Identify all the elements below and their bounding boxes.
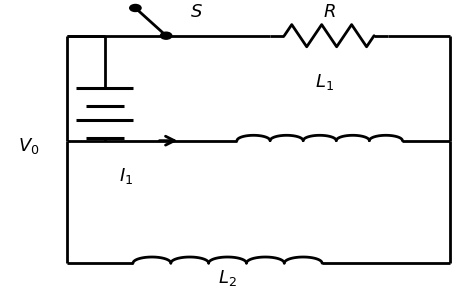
Circle shape — [130, 4, 141, 11]
Text: $I_1$: $I_1$ — [119, 166, 133, 186]
Text: $V_0$: $V_0$ — [18, 137, 40, 156]
Text: $L_2$: $L_2$ — [218, 268, 237, 288]
Text: $S$: $S$ — [191, 3, 203, 21]
Circle shape — [160, 32, 172, 39]
Text: $L_1$: $L_1$ — [315, 72, 334, 92]
Text: $R$: $R$ — [323, 3, 336, 21]
